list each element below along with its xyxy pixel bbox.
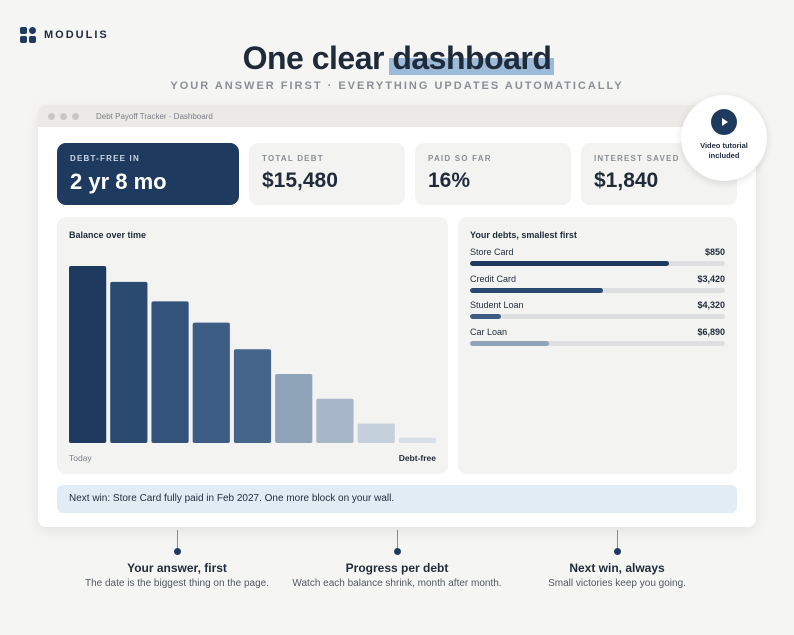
balance-bar [151,301,189,443]
video-badge-line1: Video tutorial [700,141,748,150]
kpi-value: $15,480 [262,169,338,192]
modulis-logo-icon [20,27,36,43]
debt-progress-fill [470,340,550,346]
page-subtitle: YOUR ANSWER FIRST · EVERYTHING UPDATES A… [170,80,624,92]
debts-panel: Your debts, smallest first Store Card $85… [458,217,737,474]
video-badge-line2: included [708,151,740,160]
window-zoom-dot[interactable] [72,112,79,120]
debt-row: Credit Card $3,420 [470,274,725,293]
kpi-label: INTEREST SAVED [594,154,680,163]
window-title: Debt Payoff Tracker · Dashboard [96,111,213,121]
debt-amount: $6,890 [697,326,725,337]
window-titlebar: Debt Payoff Tracker · Dashboard [38,105,756,127]
window-minimize-dot[interactable] [60,112,67,120]
balance-bar [110,281,148,443]
debt-name: Store Card [470,247,514,257]
balance-panel: Balance over time Today Debt-free [57,217,448,474]
callout-desc: Watch each balance shrink, month after m… [292,578,502,589]
balance-bar [192,322,230,443]
callout-progress-per-debt: Progress per debt Watch each balance shr… [277,530,517,591]
debt-name: Credit Card [470,273,517,284]
video-tutorial-badge[interactable]: Video tutorial included [681,95,767,181]
debt-row: Store Card $850 [470,247,725,266]
debt-progress-fill [470,261,669,266]
kpi-label: TOTAL DEBT [262,154,324,163]
kpi-value: 16% [428,169,471,192]
next-win-banner: Next win: Store Card fully paid in Feb 2… [57,485,737,513]
title-highlight: dashboard [389,40,555,76]
kpi-paid-so-far: PAID SO FAR 16% [415,143,571,205]
callout-title: Your answer, first [127,561,227,575]
kpi-label: PAID SO FAR [428,154,492,163]
balance-bar [275,373,313,443]
debt-amount: $4,320 [697,300,725,310]
kpi-value: $1,840 [594,169,659,192]
debt-row: Car Loan $6,890 [470,327,725,346]
app-window: Debt Payoff Tracker · Dashboard DEBT-FRE… [38,105,756,527]
callout-title: Next win, always [569,561,665,575]
debt-progress-track [470,314,725,319]
callout-next-win: Next win, always Small victories keep yo… [497,530,737,591]
balance-bar [398,437,436,443]
chart-end-label: Debt-free [398,453,436,463]
balance-bar [357,423,395,443]
brand-name: MODULIS [44,29,109,41]
debt-progress-track [470,261,725,266]
callout-pin-icon [393,548,401,555]
callout-title: Progress per debt [345,561,449,575]
kpi-debt-free-in: DEBT-FREE IN 2 yr 8 mo [57,143,239,205]
debt-progress-fill [470,287,603,293]
balance-title: Balance over time [69,230,147,240]
kpi-value: 2 yr 8 mo [70,169,167,194]
debt-name: Student Loan [470,300,524,310]
callout-desc: The date is the biggest thing on the pag… [84,578,270,589]
page-title: One clear dashboard [0,40,794,77]
callout-pin-icon [613,548,621,555]
callout-answer-first: Your answer, first The date is the bigge… [57,530,297,591]
debts-title: Your debts, smallest first [470,230,577,240]
title-prefix: One clear [242,40,393,76]
debt-amount: $3,420 [697,273,725,284]
balance-bar [233,349,272,443]
debt-name: Car Loan [470,326,508,337]
debt-amount: $850 [704,247,725,257]
balance-bar [316,398,354,443]
callout-desc: Small victories keep you going. [548,578,686,589]
brand: MODULIS [20,27,109,43]
debt-progress-track [470,287,725,293]
play-icon[interactable] [711,109,737,135]
callout-pin-icon [173,548,181,555]
balance-bar [69,266,107,443]
kpi-label: DEBT-FREE IN [70,154,140,163]
debt-progress-fill [470,314,501,319]
window-close-dot[interactable] [48,112,55,120]
balance-chart [69,266,436,443]
debt-row: Student Loan $4,320 [470,300,725,319]
kpi-total-debt: TOTAL DEBT $15,480 [249,143,405,205]
chart-start-label: Today [69,453,92,463]
debt-progress-track [470,340,725,346]
